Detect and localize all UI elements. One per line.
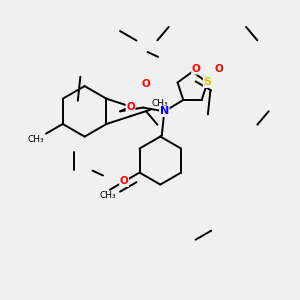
Text: S: S xyxy=(203,77,211,88)
Text: O: O xyxy=(214,64,223,74)
Text: O: O xyxy=(120,176,128,187)
Text: CH₃: CH₃ xyxy=(28,135,44,144)
Text: CH₃: CH₃ xyxy=(152,99,168,108)
Text: N: N xyxy=(160,106,169,116)
Text: O: O xyxy=(141,79,150,88)
Text: O: O xyxy=(192,64,200,74)
Text: CH₃: CH₃ xyxy=(99,191,116,200)
Text: O: O xyxy=(126,101,135,112)
